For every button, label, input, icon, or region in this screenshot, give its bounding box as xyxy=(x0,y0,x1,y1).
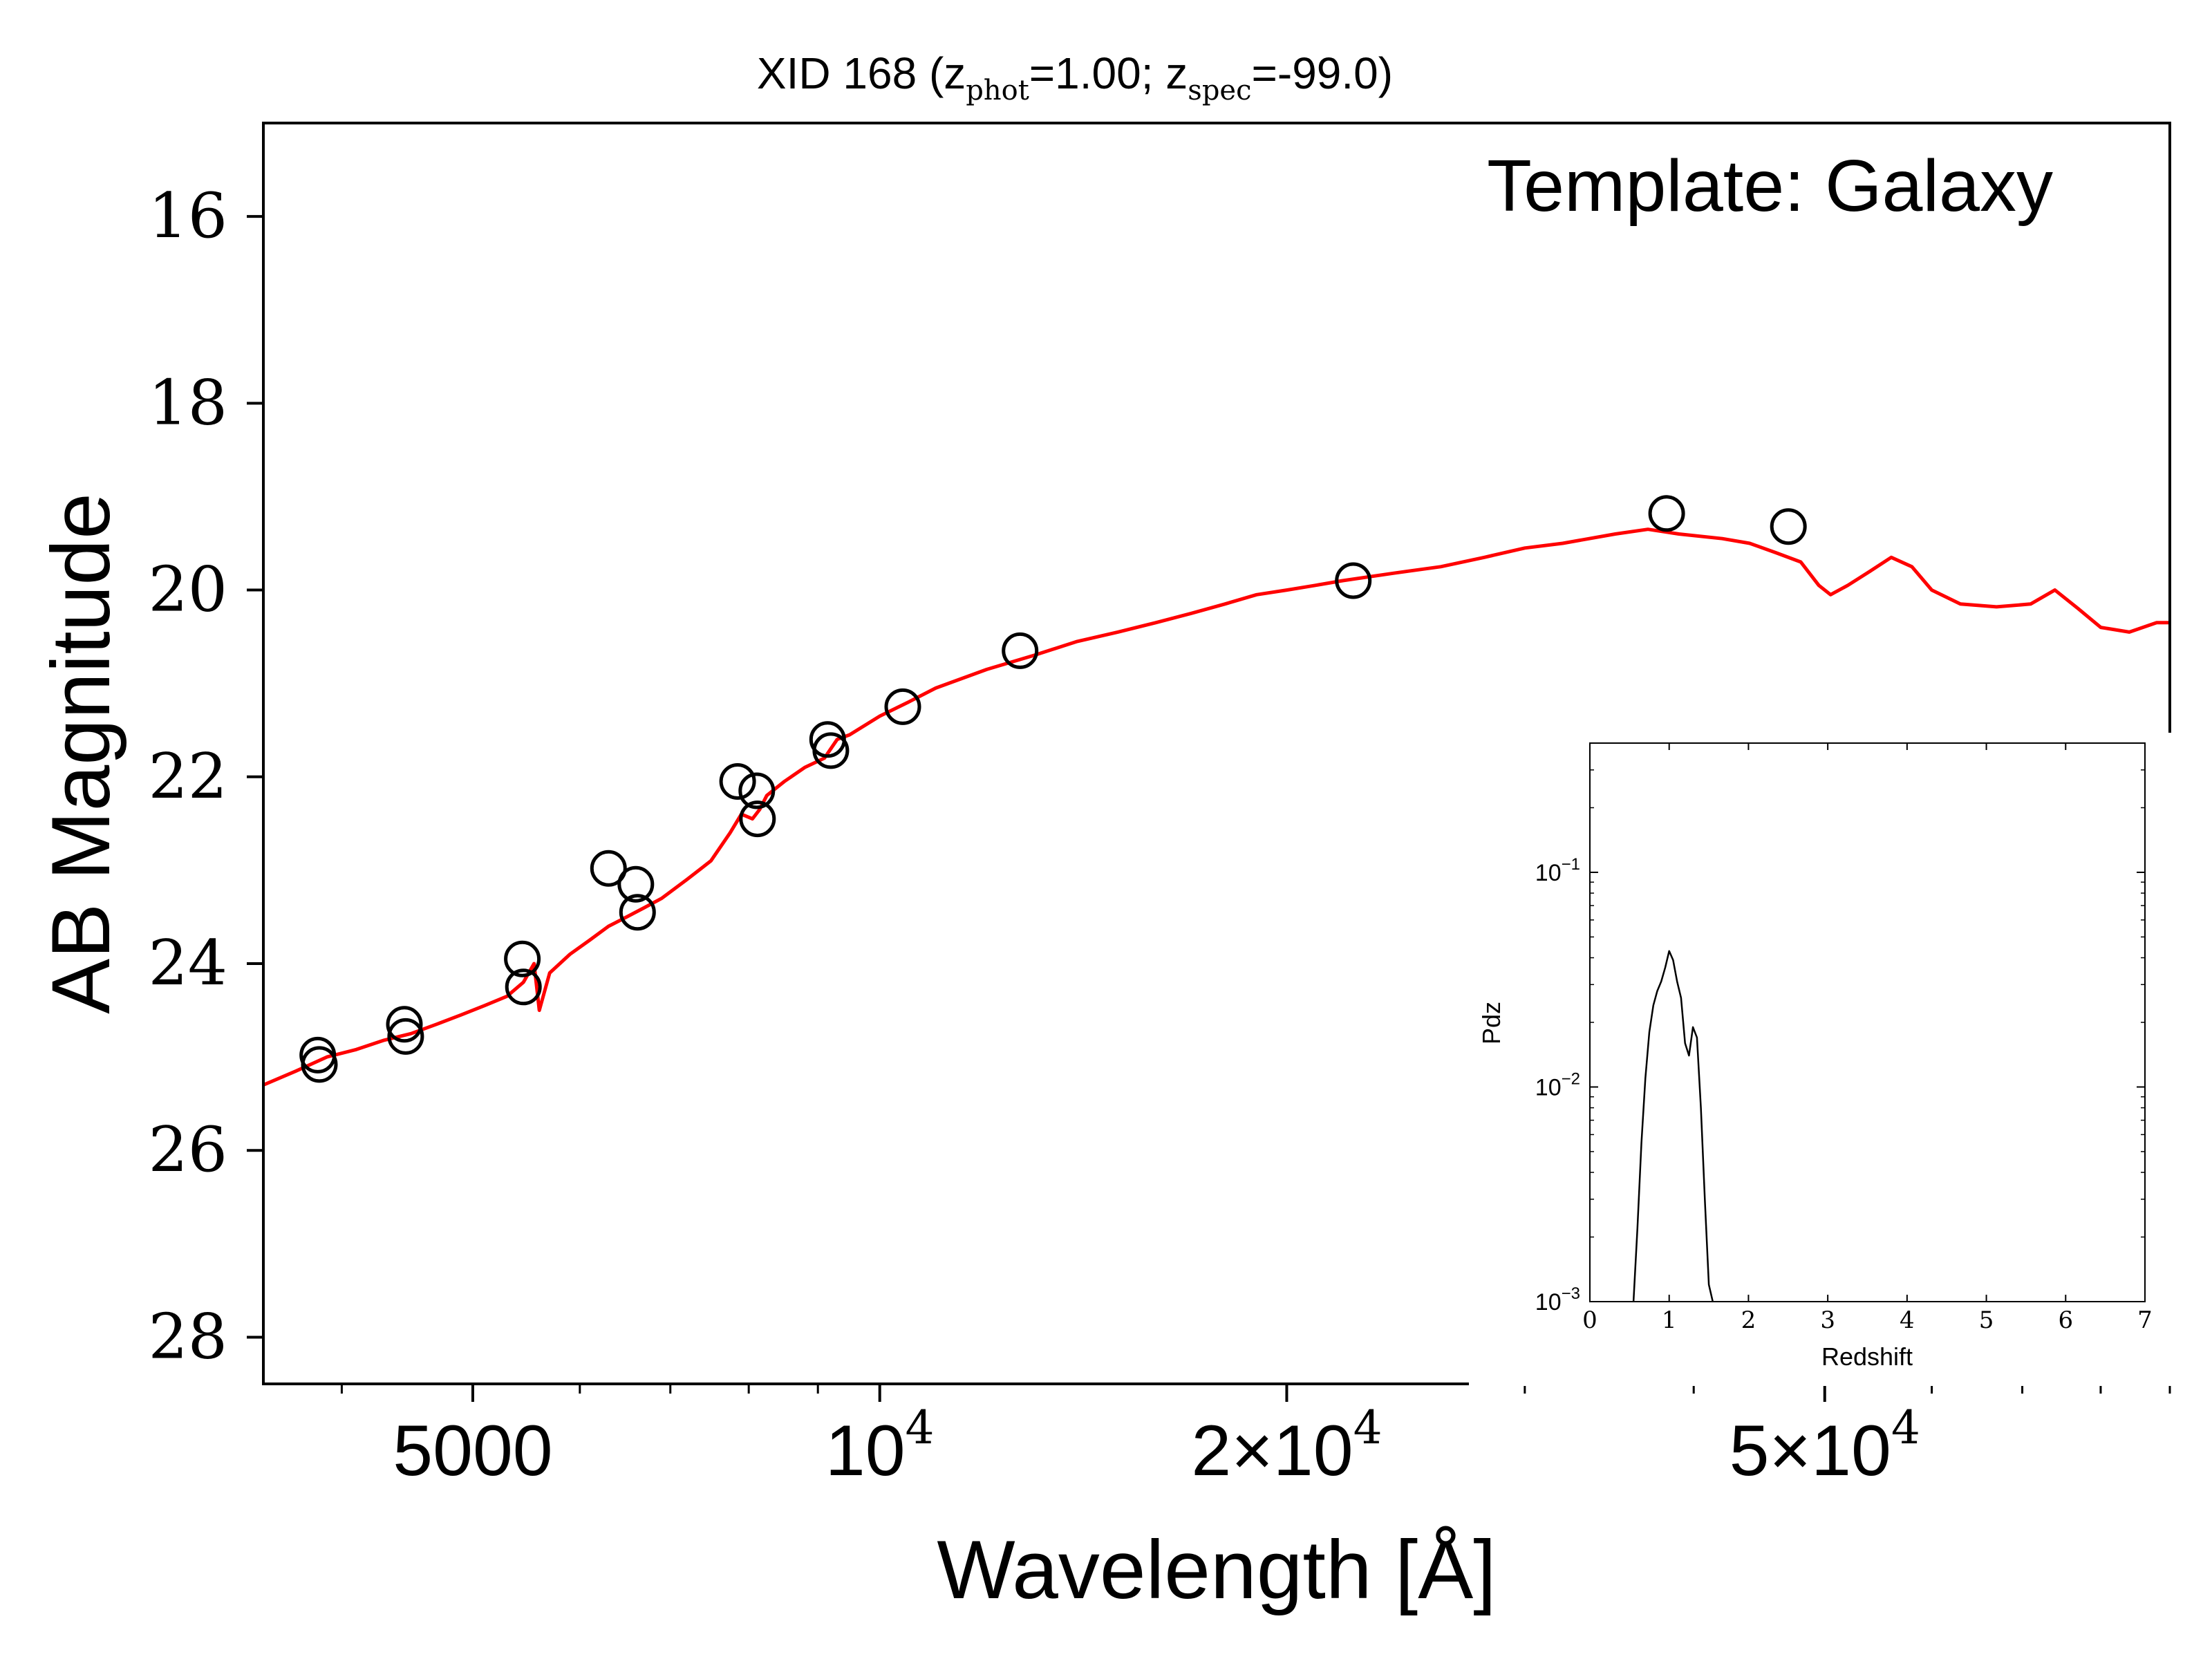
inset-y-tick-label: 10−2 xyxy=(1535,1069,1580,1100)
photometry-point xyxy=(617,865,655,903)
inset-y-tick-label: 10−3 xyxy=(1535,1284,1580,1315)
inset-axis-ticks: 0 1 2 3 4 5 6 7 10−1 10−2 10−3 xyxy=(1535,742,2153,1334)
photometry-point xyxy=(386,1006,423,1043)
inset-x-tick-label: 0 xyxy=(1582,1306,1597,1334)
inset-x-tick-label: 1 xyxy=(1662,1306,1677,1334)
photometry-point xyxy=(504,940,541,977)
inset-x-tick-label: 2 xyxy=(1741,1306,1756,1334)
x-axis-label: Wavelength [Å] xyxy=(937,1524,1496,1616)
template-annotation: Template: Galaxy xyxy=(1487,145,2053,227)
photometry-point xyxy=(301,1046,338,1083)
y-tick-label: 22 xyxy=(148,740,227,813)
inset-y-tick-label: 10−1 xyxy=(1535,855,1580,886)
photometry-point xyxy=(884,688,921,725)
inset-x-tick-label: 3 xyxy=(1820,1306,1835,1334)
photometry-point xyxy=(719,763,756,800)
y-tick-label: 26 xyxy=(148,1114,227,1186)
photometry-point xyxy=(738,772,776,809)
pdz-line xyxy=(1632,950,1714,1302)
photometry-point xyxy=(1648,495,1685,532)
y-tick-label: 16 xyxy=(148,180,227,252)
inset-background xyxy=(1469,733,2188,1386)
photometry-point xyxy=(619,894,656,931)
photometry-point xyxy=(1335,562,1372,599)
y-tick-label: 24 xyxy=(148,927,227,1000)
inset-y-axis-label: Pdz xyxy=(1477,1002,1506,1044)
inset-x-tick-label: 4 xyxy=(1900,1306,1915,1334)
template-sed-line xyxy=(263,527,2170,1087)
x-tick-label: 2×104 xyxy=(1191,1401,1382,1491)
inset-x-tick-label: 6 xyxy=(2058,1306,2073,1334)
inset-plot-frame xyxy=(1589,742,2146,1302)
photometry-point xyxy=(739,800,776,838)
photometry-point xyxy=(505,968,542,1006)
inset-x-tick-label: 7 xyxy=(2137,1306,2153,1334)
photometry-point xyxy=(812,732,850,769)
photometry-point xyxy=(590,850,627,887)
x-tick-label: 104 xyxy=(825,1401,935,1491)
inset-x-axis-label: Redshift xyxy=(1821,1342,1913,1371)
template-sed-curve-group xyxy=(263,527,2170,1087)
y-tick-label: 28 xyxy=(148,1300,227,1373)
chart-title: XID 168 (zphot=1.00; zspec=-99.0) xyxy=(757,48,1393,106)
photometry-points-group xyxy=(299,495,1807,1083)
inset-x-tick-label: 5 xyxy=(1979,1306,1994,1334)
pdz-curve-group xyxy=(1632,950,1714,1302)
photometry-point xyxy=(1770,508,1807,545)
photometry-point xyxy=(1002,632,1039,669)
y-tick-label: 18 xyxy=(148,366,227,439)
x-tick-label: 5000 xyxy=(393,1411,552,1491)
x-tick-label: 5×104 xyxy=(1730,1401,1920,1491)
y-axis-label: AB Magnitude xyxy=(35,493,127,1014)
y-tick-label: 20 xyxy=(148,554,227,626)
photometry-point xyxy=(387,1018,424,1055)
